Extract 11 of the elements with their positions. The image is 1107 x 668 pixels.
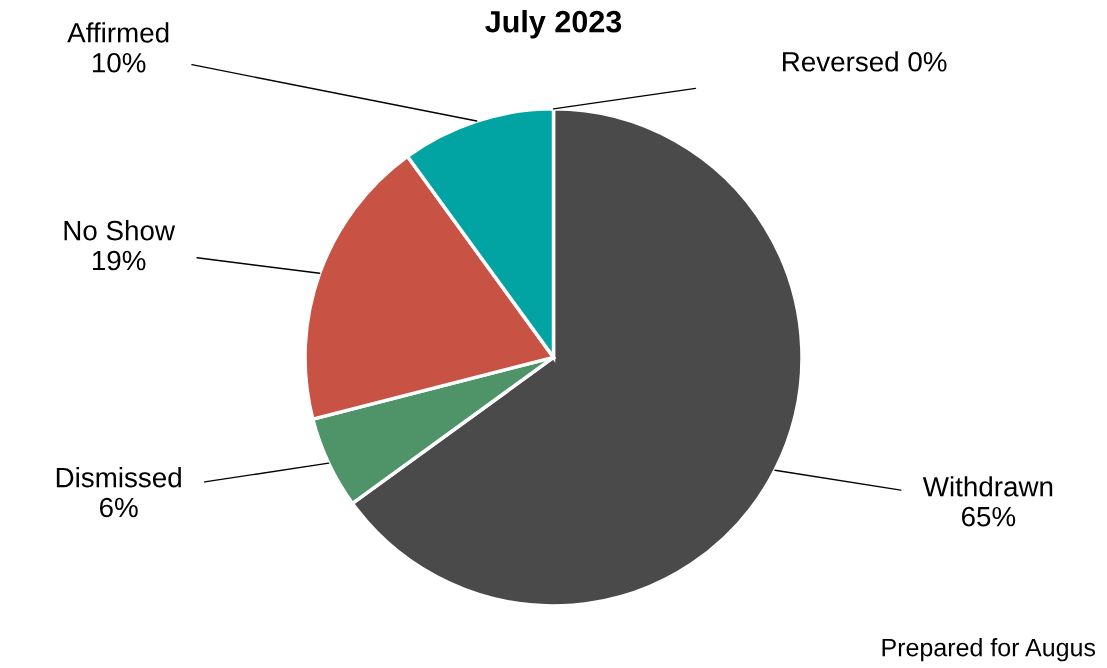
text: Prepared for Augus [882,638,1096,662]
slice-label: No Show [64,220,176,241]
data-label: 6% [99,497,138,518]
data-label: 19% [92,250,146,271]
slice-label: Dismissed [56,467,181,488]
category-label: Reversed 0% [783,51,947,72]
slice-label: Withdrawn [922,476,1053,497]
data-label: 10% [92,52,146,73]
data-label: 65% [961,506,1016,527]
chart-title: July 2023 [485,10,622,39]
slice-label: Affirmed [67,22,169,43]
